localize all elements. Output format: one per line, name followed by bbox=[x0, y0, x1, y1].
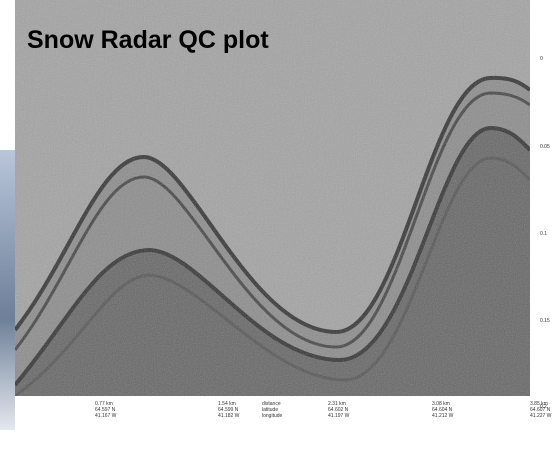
y-tick-label: 0 bbox=[540, 56, 543, 62]
side-photo bbox=[0, 150, 15, 430]
x-tick-label: 64.597 N bbox=[95, 407, 116, 413]
x-tick-label: 3.08 km bbox=[432, 401, 450, 407]
x-tick-label: distance bbox=[262, 401, 281, 407]
x-tick-label: 41.167 W bbox=[95, 413, 117, 419]
echogram bbox=[15, 0, 530, 396]
x-tick-label: 41.182 W bbox=[218, 413, 240, 419]
y-tick-label: 0.2 bbox=[540, 404, 547, 410]
x-tick-label: 64.607 N bbox=[530, 407, 551, 413]
x-tick-label: 1.54 km bbox=[218, 401, 236, 407]
x-tick-label: longitude bbox=[262, 413, 283, 419]
y-tick-label: 0.1 bbox=[540, 231, 547, 237]
plot-title: Snow Radar QC plot bbox=[27, 26, 269, 54]
y-tick-label: 0.05 bbox=[540, 144, 550, 150]
x-tick-label: 64.604 N bbox=[432, 407, 453, 413]
x-tick-label: 41.197 W bbox=[328, 413, 350, 419]
x-tick-label: 3.85 km bbox=[530, 401, 548, 407]
x-tick-label: 0.77 km bbox=[95, 401, 113, 407]
x-tick-label: 41.212 W bbox=[432, 413, 454, 419]
x-tick-label: 2.31 km bbox=[328, 401, 346, 407]
x-tick-label: latitude bbox=[262, 407, 278, 413]
x-tick-label: 64.599 N bbox=[218, 407, 239, 413]
x-tick-label: 64.602 N bbox=[328, 407, 349, 413]
y-tick-label: 0.15 bbox=[540, 318, 550, 324]
x-tick-label: 41.227 W bbox=[530, 413, 552, 419]
